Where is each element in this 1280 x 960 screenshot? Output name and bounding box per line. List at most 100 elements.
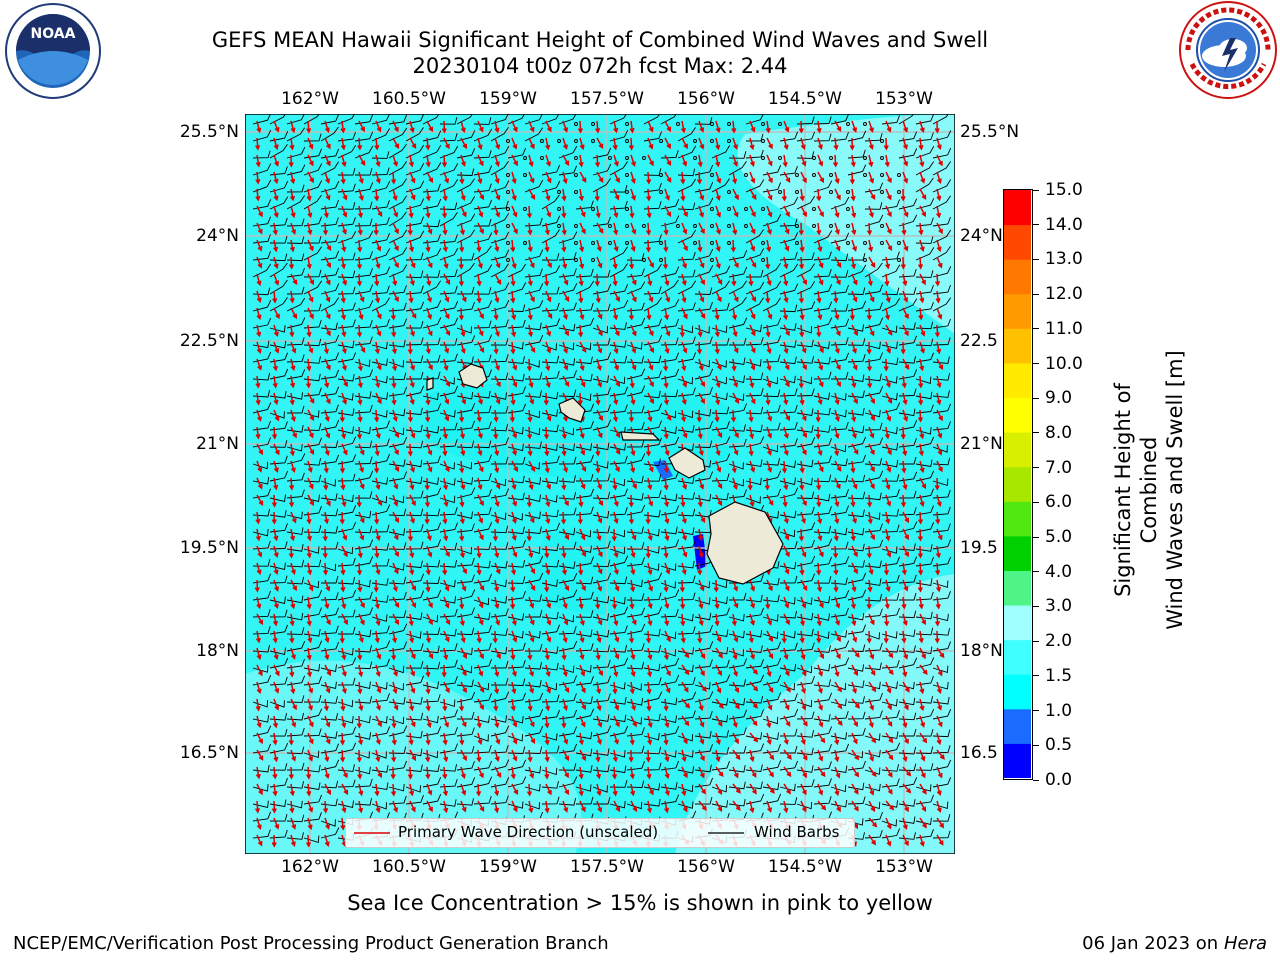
wave-direction-arrow [697, 154, 703, 168]
wave-direction-arrow [630, 545, 636, 559]
wind-barb [269, 799, 287, 808]
wave-direction-arrow [392, 681, 398, 695]
wave-direction-arrow [306, 613, 312, 627]
wave-direction-arrow [800, 579, 808, 591]
wave-direction-arrow [562, 698, 568, 712]
wave-direction-arrow [902, 358, 910, 370]
wave-direction-arrow [340, 698, 346, 712]
wave-direction-arrow [256, 443, 263, 456]
wave-direction-arrow [766, 154, 773, 167]
wave-direction-arrow [783, 613, 790, 626]
wave-direction-arrow [664, 511, 670, 525]
wave-direction-arrow [273, 205, 279, 219]
wind-barb [371, 682, 388, 690]
wave-direction-arrow [817, 579, 823, 593]
wave-direction-arrow [664, 613, 670, 627]
wave-direction-arrow [358, 477, 365, 490]
wave-direction-arrow [783, 409, 790, 422]
wave-direction-arrow [392, 494, 399, 507]
wave-direction-arrow [698, 749, 705, 762]
wave-direction-arrow [715, 443, 721, 457]
wave-direction-arrow [868, 800, 876, 813]
wave-direction-arrow [324, 188, 331, 201]
colorbar-swatch [1004, 535, 1031, 571]
wave-direction-arrow [494, 239, 500, 253]
wave-direction-arrow [306, 511, 312, 525]
wave-direction-arrow [629, 681, 635, 695]
wave-direction-arrow [868, 256, 876, 268]
wind-barb [864, 733, 881, 741]
wave-direction-arrow [902, 154, 909, 167]
wave-direction-arrow [528, 477, 534, 491]
colorbar-tick: 12.0 [1033, 284, 1083, 304]
wave-direction-arrow [936, 137, 942, 151]
wave-direction-arrow [919, 613, 926, 626]
wave-direction-arrow [273, 698, 280, 711]
calm-wind-marker [812, 156, 816, 160]
wave-direction-arrow [936, 460, 943, 473]
wave-direction-arrow [391, 392, 397, 406]
wave-direction-arrow [782, 494, 788, 508]
wind-barb [813, 796, 832, 805]
wave-direction-arrow [749, 154, 755, 168]
wave-direction-arrow [460, 341, 466, 355]
wave-direction-arrow [902, 443, 908, 457]
wave-direction-arrow [714, 341, 720, 355]
wave-direction-arrow [715, 783, 723, 795]
wave-direction-arrow [783, 732, 789, 745]
wave-direction-arrow [918, 307, 924, 321]
wave-direction-arrow [664, 443, 670, 457]
wave-direction-arrow [579, 664, 586, 677]
wind-barb [847, 664, 865, 672]
wave-direction-arrow [917, 256, 924, 270]
wave-direction-arrow [630, 358, 637, 371]
wave-direction-arrow [732, 137, 739, 150]
wave-direction-arrow [868, 205, 874, 218]
wave-direction-arrow [885, 766, 893, 778]
wave-direction-arrow [851, 511, 857, 524]
wave-direction-arrow [832, 154, 839, 168]
wave-direction-arrow [339, 409, 345, 423]
wave-direction-arrow [290, 511, 297, 524]
colorbar-tick-mark [1033, 605, 1039, 607]
wave-direction-arrow [800, 358, 807, 371]
wave-direction-arrow [765, 596, 771, 610]
wave-direction-arrow [850, 494, 856, 508]
wave-direction-arrow [460, 749, 467, 762]
wave-direction-arrow [545, 256, 552, 269]
wave-direction-arrow [630, 341, 637, 354]
wave-direction-arrow [765, 324, 771, 338]
colorbar-tick-mark [1033, 258, 1039, 260]
wave-direction-arrow [731, 358, 737, 372]
wave-direction-arrow [288, 154, 294, 168]
calm-wind-marker [812, 173, 816, 177]
wave-direction-arrow [885, 239, 893, 251]
wave-direction-arrow [425, 766, 431, 780]
wave-direction-arrow [902, 834, 909, 847]
wave-direction-arrow [324, 766, 330, 780]
wave-direction-arrow [341, 273, 348, 286]
wave-direction-arrow [476, 409, 482, 423]
wind-barb [320, 541, 339, 550]
wind-barb [456, 691, 476, 703]
wind-barb [490, 628, 508, 636]
colorbar-tick-mark [1033, 189, 1039, 191]
wave-direction-arrow [527, 749, 533, 763]
calm-wind-marker [574, 173, 578, 177]
wave-direction-arrow [885, 392, 893, 404]
calm-wind-marker [778, 190, 782, 194]
wind-barb [915, 522, 935, 533]
wave-direction-arrow [663, 392, 670, 406]
wave-direction-arrow [375, 477, 381, 491]
wave-direction-arrow [901, 630, 907, 644]
wave-direction-arrow [800, 613, 806, 627]
wave-direction-arrow [834, 392, 840, 406]
wave-direction-arrow [732, 630, 739, 643]
wave-direction-arrow [766, 783, 775, 794]
colorbar-tick: 15.0 [1033, 180, 1083, 200]
wave-direction-arrow [817, 545, 824, 558]
map-legend: Primary Wave Direction (unscaled) Wind B… [345, 818, 855, 848]
wave-direction-arrow [358, 596, 365, 609]
wave-direction-arrow [817, 460, 824, 473]
wave-direction-arrow [817, 137, 823, 151]
